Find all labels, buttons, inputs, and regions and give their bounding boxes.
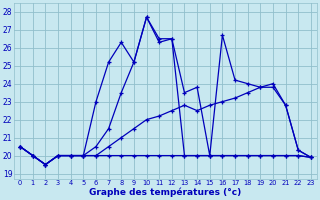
X-axis label: Graphe des températures (°c): Graphe des températures (°c) <box>89 188 242 197</box>
